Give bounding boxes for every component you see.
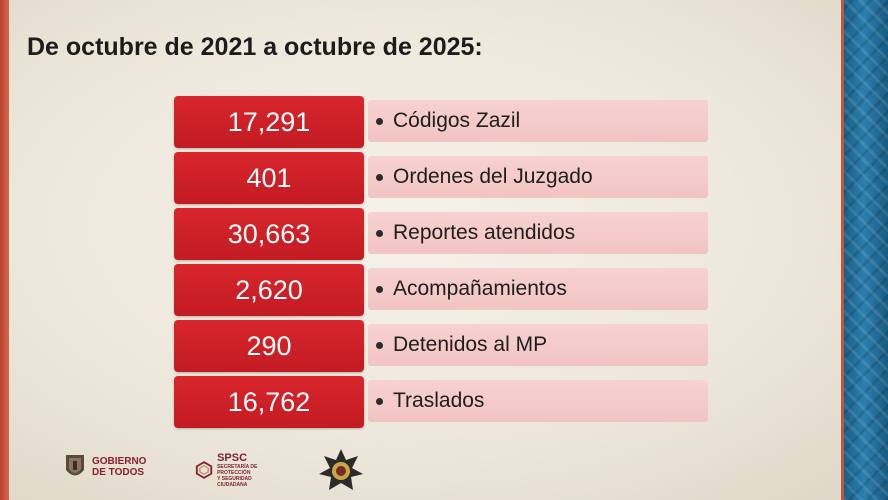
stat-value: 401 <box>174 152 364 204</box>
stat-label-box: Traslados <box>368 380 708 422</box>
stat-row-acompanamientos: 2,620 Acompañamientos <box>174 264 708 316</box>
stat-label-box: Ordenes del Juzgado <box>368 156 708 198</box>
bullet-icon <box>376 173 383 181</box>
police-badge-logo <box>318 448 364 497</box>
state-crest-icon <box>66 455 84 476</box>
spsc-logo: SPSC SECRETARÍA DE PROTECCIÓN Y SEGURIDA… <box>195 452 262 488</box>
spsc-subtitle-1: SECRETARÍA DE PROTECCIÓN <box>217 464 258 476</box>
stat-value: 17,291 <box>174 96 364 148</box>
stat-row-reportes-atendidos: 30,663 Reportes atendidos <box>174 208 708 260</box>
left-decorative-band <box>0 0 9 500</box>
stat-row-codigos-zazil: 17,291 Códigos Zazil <box>174 96 708 148</box>
gobierno-line1: GOBIERNO <box>92 456 147 467</box>
gobierno-line2: DE TODOS <box>92 467 145 478</box>
gobierno-de-todos-logo: GOBIERNO DE TODOS <box>64 452 146 482</box>
spsc-title: SPSC <box>217 452 248 464</box>
stat-row-detenidos-mp: 290 Detenidos al MP <box>174 320 708 372</box>
stats-list: 17,291 Códigos Zazil 401 Ordenes del Juz… <box>174 96 708 432</box>
stat-label: Traslados <box>393 389 485 412</box>
stat-value: 16,762 <box>174 376 364 428</box>
bullet-icon <box>376 285 383 293</box>
stat-label: Detenidos al MP <box>393 333 548 356</box>
bullet-icon <box>376 117 383 125</box>
right-decorative-band <box>844 0 888 500</box>
police-badge-icon <box>319 449 363 490</box>
stat-label: Acompañamientos <box>393 277 567 300</box>
bullet-icon <box>376 397 383 405</box>
stat-value: 2,620 <box>174 264 364 316</box>
stat-label-box: Detenidos al MP <box>368 324 708 366</box>
spsc-subtitle-2: Y SEGURIDAD CIUDADANA <box>217 476 252 488</box>
stat-value: 290 <box>174 320 364 372</box>
spsc-text: SPSC SECRETARÍA DE PROTECCIÓN Y SEGURIDA… <box>217 452 262 488</box>
stat-value: 30,663 <box>174 208 364 260</box>
bullet-icon <box>376 229 383 237</box>
stat-label-box: Reportes atendidos <box>368 212 708 254</box>
gobierno-text: GOBIERNO DE TODOS <box>92 456 146 478</box>
stat-label: Códigos Zazil <box>393 109 521 132</box>
stat-row-ordenes-juzgado: 401 Ordenes del Juzgado <box>174 152 708 204</box>
spsc-emblem-icon <box>195 461 213 479</box>
bullet-icon <box>376 341 383 349</box>
stat-label: Reportes atendidos <box>393 221 576 244</box>
stat-label-box: Acompañamientos <box>368 268 708 310</box>
slide-title: De octubre de 2021 a octubre de 2025: <box>27 33 483 61</box>
right-accent-line <box>841 0 844 500</box>
stat-label-box: Códigos Zazil <box>368 100 708 142</box>
stat-label: Ordenes del Juzgado <box>393 165 593 188</box>
stat-row-traslados: 16,762 Traslados <box>174 376 708 428</box>
